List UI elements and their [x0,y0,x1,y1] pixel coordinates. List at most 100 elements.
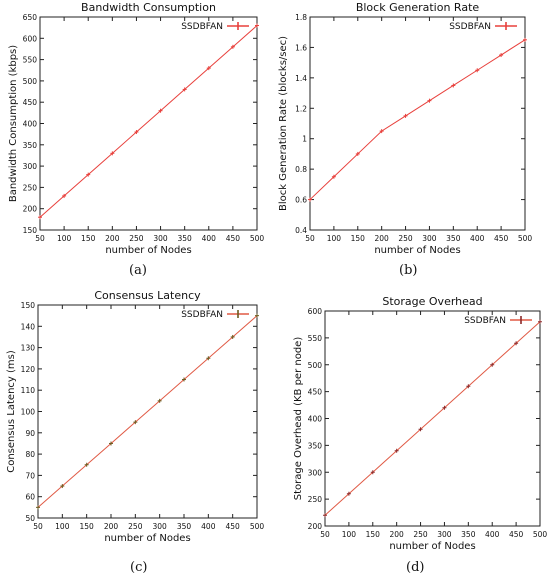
y-tick-label: 450 [308,388,323,397]
data-point [490,362,495,367]
data-point [323,513,327,518]
y-tick-label: 0.4 [295,226,307,235]
legend-swatch [510,316,532,324]
y-tick-label: 110 [21,386,36,395]
y-tick-label: 450 [23,98,38,107]
plot-frame [309,16,526,231]
data-point [230,44,235,49]
legend-swatch [495,22,517,30]
x-tick-label: 50 [35,234,45,243]
x-tick-label: 300 [422,234,437,243]
data-point [418,427,423,432]
plot-frame [39,16,258,231]
x-axis-label: number of Nodes [389,541,475,552]
x-tick-label: 300 [153,522,168,531]
y-tick-label: 1.4 [295,74,307,83]
x-tick-label: 250 [128,522,143,531]
x-tick-label: 400 [470,234,485,243]
y-tick-label: 100 [21,408,36,417]
y-tick-label: 90 [25,429,35,438]
y-tick-label: 140 [21,322,36,331]
data-point [308,197,312,202]
x-tick-label: 500 [533,530,548,539]
data-point [255,23,259,28]
y-tick-label: 200 [308,522,323,531]
y-tick-label: 150 [21,301,36,310]
y-tick-label: 350 [308,441,323,450]
data-point [158,108,163,113]
chart-title: Block Generation Rate [356,1,480,14]
data-point [442,405,447,410]
data-point [255,313,259,318]
x-tick-label: 450 [226,234,241,243]
x-tick-label: 100 [342,530,357,539]
y-tick-label: 550 [23,56,38,65]
x-tick-label: 450 [226,522,241,531]
data-point [109,441,113,446]
y-tick-label: 130 [21,344,36,353]
data-point [370,470,375,475]
x-tick-label: 100 [57,234,72,243]
y-tick-label: 250 [308,495,323,504]
data-point [466,384,471,389]
x-axis-label: number of Nodes [105,245,191,256]
caption-d: (d) [406,560,425,575]
y-tick-label: 0.6 [295,196,307,205]
caption-b: (b) [399,263,418,278]
y-tick-label: 500 [23,77,38,86]
x-tick-label: 200 [105,234,120,243]
y-tick-label: 500 [308,361,323,370]
y-tick-label: 1.8 [295,13,307,22]
x-tick-label: 250 [413,530,428,539]
y-tick-label: 600 [23,34,38,43]
x-tick-label: 150 [80,522,95,531]
data-point [230,334,235,339]
y-tick-label: 80 [25,450,35,459]
data-point [36,505,40,510]
chart-block-generation: Block Generation Rate 50 100 150 200 250 300 35… [278,1,533,256]
y-tick-label: 60 [25,493,35,502]
y-tick-label: 1.2 [295,104,307,113]
series-line [39,25,258,218]
x-tick-label: 200 [375,234,390,243]
legend-swatch [227,22,249,30]
y-tick-label: 300 [23,162,38,171]
data-point [86,172,91,177]
y-tick-label: 600 [308,307,323,316]
x-tick-label: 350 [461,530,476,539]
x-tick-label: 200 [104,522,119,531]
data-point [60,484,65,489]
x-tick-label: 100 [55,522,70,531]
x-tick-label: 300 [153,234,168,243]
x-tick-label: 150 [81,234,96,243]
series-line [37,315,258,508]
y-tick-label: 150 [23,226,38,235]
data-point [134,130,139,135]
data-point [84,462,89,467]
chart-title: Bandwidth Consumption [81,1,216,14]
chart-storage-overhead: Storage Overhead 50 100 150 200 250 300 350 400 4… [293,295,548,552]
caption-c: (c) [130,560,148,575]
data-point [403,113,408,118]
data-point [331,174,336,179]
x-tick-label: 150 [366,530,381,539]
chart-title: Storage Overhead [382,295,482,308]
x-tick-label: 450 [494,234,509,243]
y-tick-label: 550 [308,334,323,343]
x-tick-label: 400 [485,530,500,539]
x-tick-label: 350 [177,522,192,531]
x-tick-label: 500 [518,234,533,243]
data-point [133,420,138,425]
x-tick-label: 250 [129,234,144,243]
series-line [309,39,526,200]
data-point [379,129,384,134]
y-tick-label: 1 [302,135,307,144]
legend-label: SSDBFAN [181,22,223,32]
x-tick-label: 500 [250,234,265,243]
data-point [38,215,42,220]
x-axis-label: number of Nodes [374,245,460,256]
y-tick-label: 1.6 [295,43,307,52]
x-tick-label: 150 [351,234,366,243]
y-tick-label: 650 [23,13,38,22]
x-tick-label: 400 [202,234,217,243]
